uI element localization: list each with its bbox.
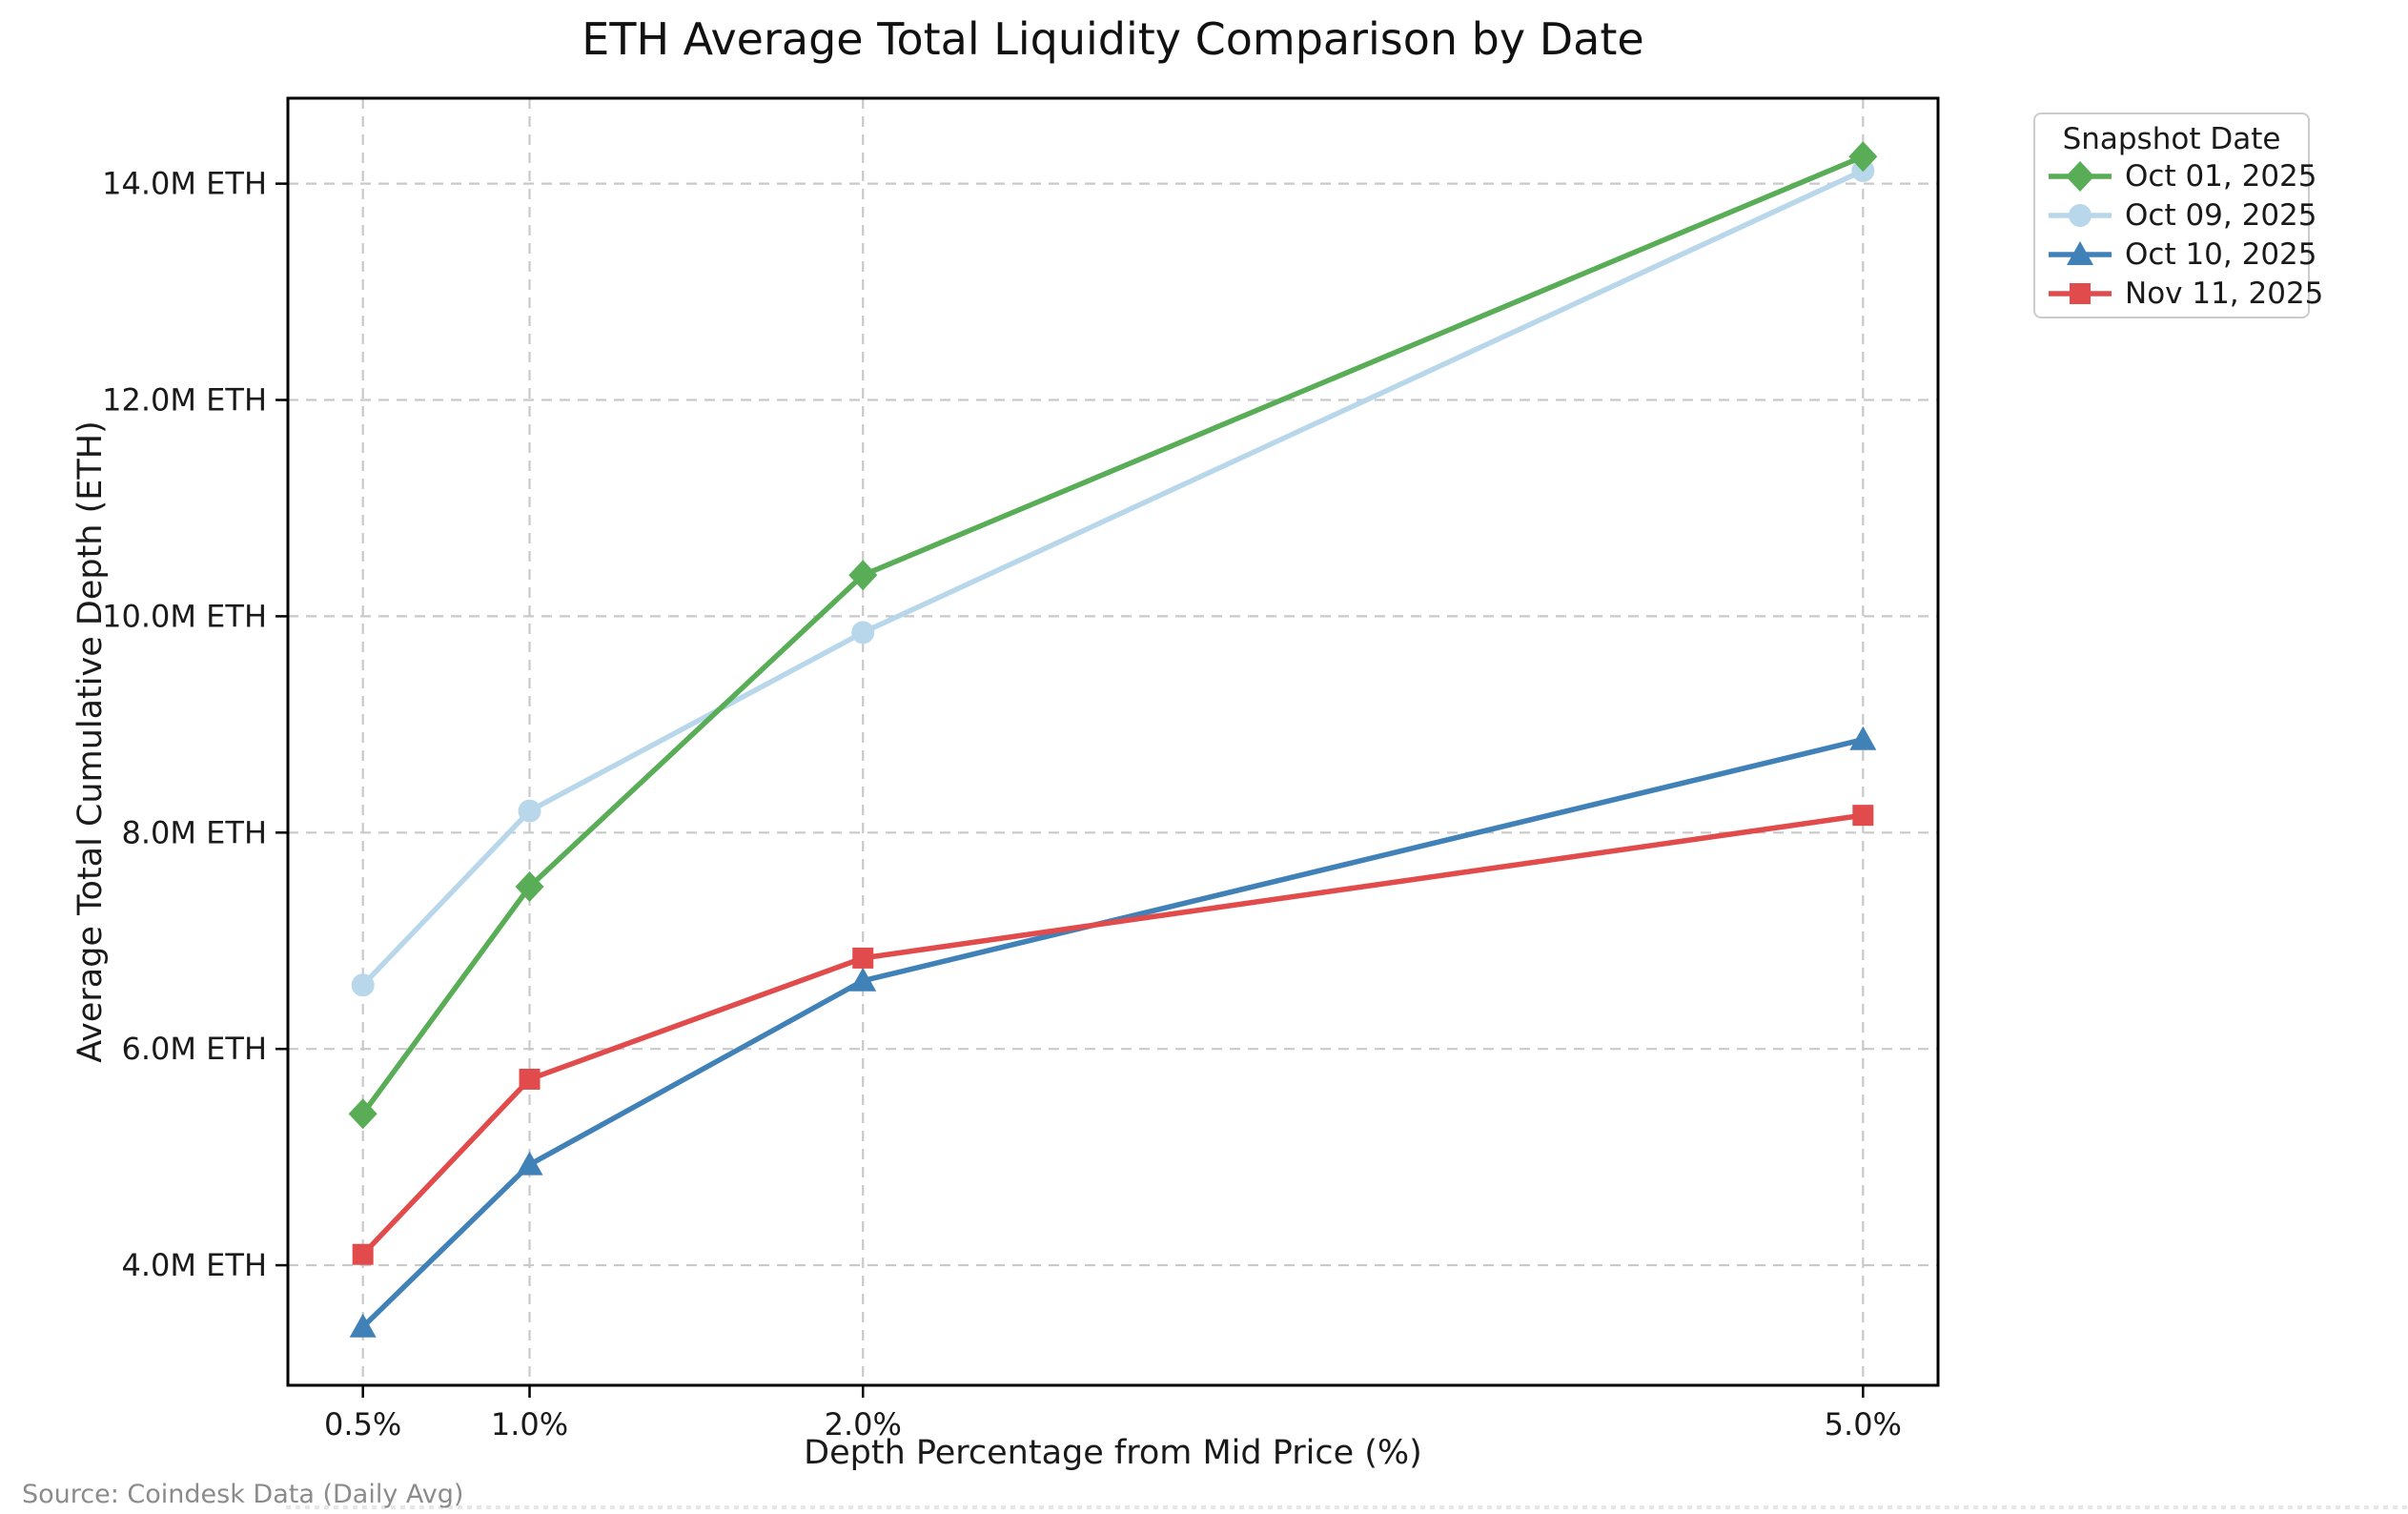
- series-marker-oct-10-2025: [1849, 726, 1877, 750]
- x-axis-label: Depth Percentage from Mid Price (%): [804, 1434, 1422, 1472]
- series-marker-nov-11-2025: [852, 947, 874, 969]
- series-marker-nov-11-2025: [519, 1068, 541, 1090]
- series-marker-oct-01-2025: [848, 560, 878, 591]
- series-line-nov-11-2025: [359, 812, 1867, 1258]
- series-line-oct-10-2025: [359, 736, 1867, 1330]
- legend-item: Oct 10, 2025: [2035, 235, 2317, 274]
- y-tick-label: 10.0M ETH: [102, 598, 267, 634]
- legend-swatch-diamond-icon: [2049, 160, 2112, 192]
- series-marker-oct-01-2025: [1848, 141, 1878, 173]
- y-tick-label: 4.0M ETH: [122, 1247, 268, 1283]
- x-tick-label: 1.0%: [491, 1406, 568, 1442]
- legend-label: Oct 01, 2025: [2125, 158, 2317, 194]
- series-marker-oct-09-2025: [518, 799, 541, 823]
- series-marker-oct-01-2025: [515, 871, 544, 903]
- chart-title: ETH Average Total Liquidity Comparison b…: [582, 13, 1644, 65]
- legend-item: Oct 01, 2025: [2035, 156, 2317, 195]
- x-tick-label: 5.0%: [1825, 1406, 1902, 1442]
- legend-label: Nov 11, 2025: [2125, 276, 2324, 311]
- legend-swatch-circle-icon: [2049, 203, 2112, 227]
- y-axis-label: Average Total Cumulative Depth (ETH): [71, 420, 110, 1063]
- source-note: Source: Coindesk Data (Daily Avg): [22, 1480, 464, 1509]
- legend-label: Oct 10, 2025: [2125, 236, 2317, 272]
- y-tick-label: 12.0M ETH: [102, 382, 267, 419]
- y-tick-label: 14.0M ETH: [102, 166, 267, 202]
- legend-title: Snapshot Date: [2062, 122, 2281, 156]
- legend-item: Oct 09, 2025: [2035, 195, 2317, 235]
- y-tick-label: 8.0M ETH: [122, 814, 268, 850]
- legend-label: Oct 09, 2025: [2125, 197, 2317, 233]
- legend-swatch-triangle-icon: [2049, 240, 2112, 265]
- legend-item: Nov 11, 2025: [2035, 274, 2323, 313]
- series-marker-oct-10-2025: [849, 967, 877, 992]
- series-line-oct-01-2025: [359, 153, 1867, 1117]
- x-tick-label: 2.0%: [825, 1406, 902, 1442]
- y-tick-label: 6.0M ETH: [122, 1031, 268, 1067]
- series-marker-oct-01-2025: [348, 1098, 378, 1130]
- legend-swatch-square-icon: [2049, 282, 2112, 304]
- x-tick-label: 0.5%: [324, 1406, 401, 1442]
- series-marker-oct-09-2025: [351, 973, 375, 997]
- series-line-oct-09-2025: [359, 168, 1867, 989]
- legend: Snapshot Date Oct 01, 2025 Oct 09, 2025 Oc…: [2033, 113, 2323, 318]
- series-marker-nov-11-2025: [352, 1243, 374, 1265]
- series-marker-nov-11-2025: [1852, 805, 1874, 827]
- series-marker-oct-09-2025: [851, 621, 875, 644]
- series-marker-oct-10-2025: [516, 1151, 543, 1176]
- series-marker-oct-10-2025: [349, 1313, 377, 1338]
- plot-frame: [286, 96, 1940, 1387]
- legend-items: Oct 01, 2025 Oct 09, 2025 Oct 10, 2025 Nov …: [2035, 156, 2323, 313]
